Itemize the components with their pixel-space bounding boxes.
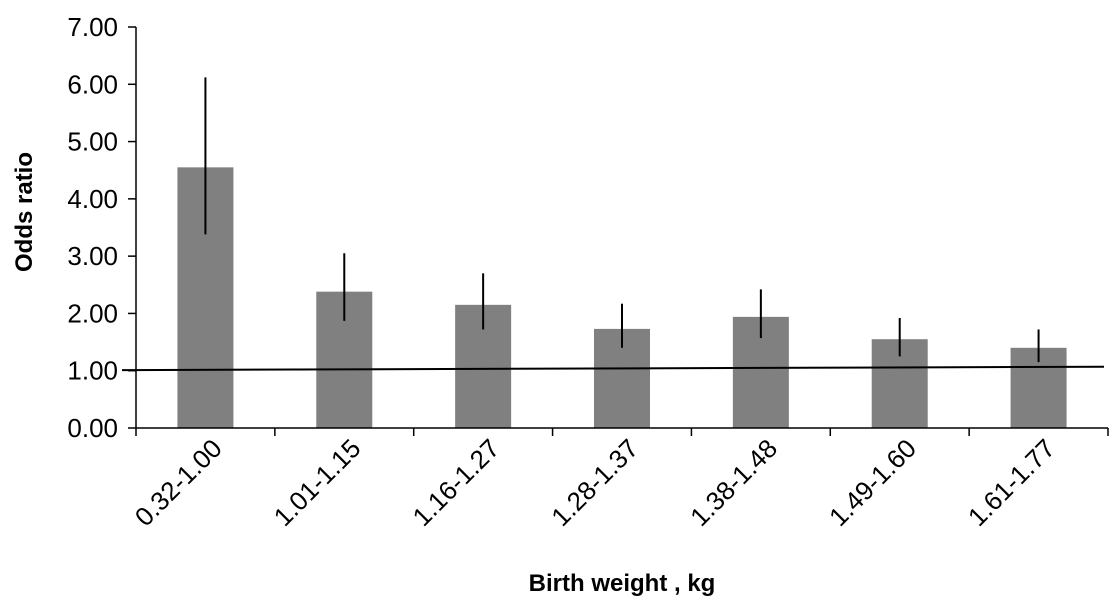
x-tick-label: 1.38-1.48	[684, 433, 783, 532]
reference-line	[121, 365, 1105, 372]
y-tick-label: 5.00	[67, 127, 118, 157]
x-tick-label: 1.49-1.60	[823, 433, 922, 532]
y-tick-label: 0.00	[67, 413, 118, 443]
y-tick-label: 1.00	[67, 356, 118, 386]
x-tick-label: 1.28-1.37	[545, 433, 644, 532]
x-tick-label: 1.61-1.77	[962, 433, 1061, 532]
y-tick-label: 2.00	[67, 298, 118, 328]
y-axis-title: Odds ratio	[11, 152, 38, 272]
y-tick-label: 3.00	[67, 241, 118, 271]
x-tick-label: 1.01-1.15	[268, 433, 367, 532]
error-bars-group	[204, 77, 1040, 363]
x-ticks-group: 0.32-1.00 1.01-1.15 1.16-1.27 1.28-1.37 1.38…	[129, 428, 1109, 532]
y-tick-label: 6.00	[67, 69, 118, 99]
bars-group	[177, 167, 1067, 428]
x-axis-title: Birth weight , kg	[529, 570, 716, 597]
y-tick-label: 4.00	[67, 184, 118, 214]
y-ticks-group: 0.00 1.00 2.00 3.00 4.00 5.00 6.00 7.00	[67, 12, 136, 443]
x-tick-label: 1.16-1.27	[406, 433, 505, 532]
y-tick-label: 7.00	[67, 12, 118, 42]
x-tick-label: 0.32-1.00	[129, 433, 228, 532]
